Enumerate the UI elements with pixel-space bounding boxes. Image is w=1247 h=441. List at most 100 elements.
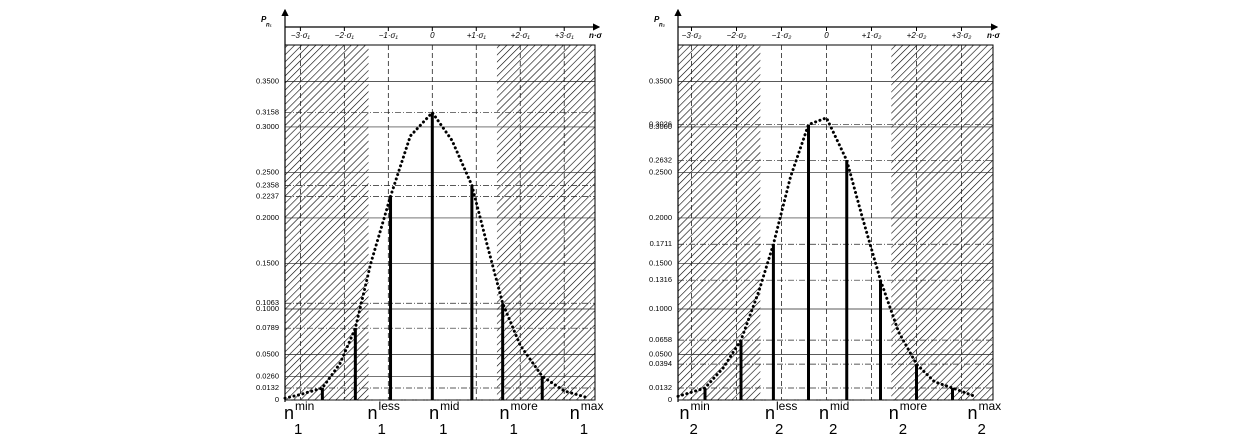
bar [703,387,707,400]
y-tick-label: 0.3158 [256,108,279,117]
bar [501,303,505,400]
y-tick-label: 0.2500 [256,167,279,176]
bar-label-sub: 1 [439,421,447,438]
bar-label-main: n [570,403,580,423]
bar-label-main: n [968,403,978,423]
distribution-curve [676,115,977,398]
bar-label-sup: more [900,399,928,413]
shaded-range [678,45,761,400]
x-tick-label: +1·σ₂ [862,31,882,40]
y-tick-label: 0.3500 [256,76,279,85]
y-tick-label: 0.0658 [649,335,672,344]
y-axis-label: P [654,15,660,24]
bar-label-main: n [429,403,439,423]
bar-label-sub: 2 [690,421,698,438]
x-tick-label: 0 [430,31,435,40]
y-axis-label-sub: n₁ [266,23,272,29]
bar [430,112,434,401]
bar-label-sup: mid [830,399,849,413]
bar [845,160,849,400]
y-tick-label: 0.1000 [649,304,672,313]
bar [771,244,775,400]
y-tick-label: 0.2358 [256,180,279,189]
y-tick-label: 0.0789 [256,323,279,332]
bar-label-sup: less [379,399,400,413]
y-tick-label: 0.1500 [649,258,672,267]
bar-label-sub: 1 [294,421,302,438]
y-tick-label: 0.0132 [256,383,279,392]
y-axis-label-sub: n₂ [659,23,666,29]
y-tick-label: 0.0500 [649,349,672,358]
x-axis-label: n·σ [589,31,603,40]
y-tick-label: 0 [668,395,672,404]
y-axis-label: P [261,15,267,24]
shaded-range [891,45,993,400]
x-tick-label: −2·σ₁ [335,31,355,40]
bar-label-sub: 2 [775,421,783,438]
bar-label-sub: 2 [899,421,907,438]
bar-label-sup: min [295,399,314,413]
bar-label-main: n [499,403,509,423]
bar-label-sup: max [979,399,1002,413]
bar [470,185,474,400]
bar [320,387,324,400]
bar-label-main: n [819,403,829,423]
bar-label-sub: 1 [509,421,517,438]
y-tick-label: 0.3000 [256,122,279,131]
y-tick-label: 0.3500 [649,76,672,85]
y-tick-label: 0.2000 [256,213,279,222]
y-tick-label: 0.2632 [649,155,672,164]
y-tick-label: 0.0132 [649,383,672,392]
y-tick-label: 0.1063 [256,298,279,307]
bar [879,280,882,400]
x-tick-label: +1·σ₁ [467,31,487,40]
x-tick-label: −1·σ₁ [379,31,399,40]
bar-label-sub: 1 [378,421,386,438]
y-tick-label: 0.0500 [256,349,279,358]
y-tick-label: 0.2237 [256,191,279,200]
bar-label-main: n [368,403,378,423]
bar-label-main: n [284,403,294,423]
bar-label-main: n [765,403,775,423]
bar-label-sub: 1 [580,421,588,438]
bar-label-sup: max [581,399,604,413]
bar [353,328,357,400]
y-tick-label: 0.0394 [649,359,672,368]
x-tick-label: −3·σ₁ [291,31,311,40]
y-tick-label: 0.1000 [256,304,279,313]
x-tick-label: +2·σ₁ [511,31,531,40]
y-tick-label: 0.2000 [649,213,672,222]
bar [540,376,544,400]
bar-label-main: n [680,403,690,423]
x-axis-label: n·σ [987,31,1001,40]
x-tick-label: +3·σ₂ [952,31,972,40]
bar-label-main: n [889,403,899,423]
x-tick-label: −1·σ₂ [772,31,792,40]
bar-label-sub: 2 [829,421,837,438]
y-tick-label: 0.1500 [256,258,279,267]
bar-label-sub: 2 [978,421,986,438]
y-tick-label: 0 [275,395,279,404]
bar-label-sup: min [691,399,710,413]
y-tick-label: 0.0260 [256,371,279,380]
bar [389,196,393,400]
y-tick-label: 0.1711 [650,239,672,248]
x-tick-label: +2·σ₂ [907,31,927,40]
y-tick-label: 0.3026 [649,120,672,129]
y-tick-label: 0.2500 [649,167,672,176]
x-tick-label: −3·σ₂ [682,31,702,40]
y-tick-label: 0.3000 [649,122,672,131]
bar [951,387,954,400]
bar-label-sup: mid [440,399,459,413]
bar-label-sup: less [776,399,797,413]
shaded-range [496,45,595,400]
x-tick-label: −2·σ₂ [727,31,747,40]
bar [915,364,918,400]
distribution-curve [283,110,588,400]
bar-label-sup: more [510,399,538,413]
x-tick-label: +3·σ₁ [555,31,575,40]
bar [739,340,743,400]
x-tick-label: 0 [824,31,829,40]
bar [807,124,810,401]
